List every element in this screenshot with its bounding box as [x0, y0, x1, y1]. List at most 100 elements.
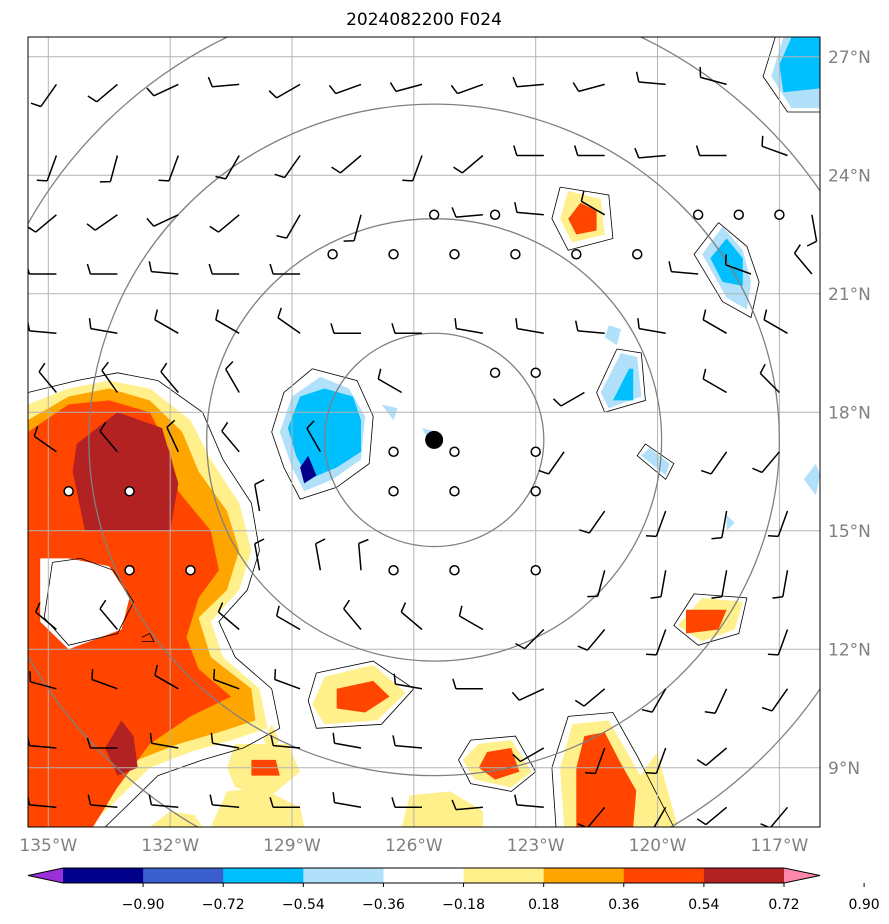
- wind-barb-26: [86, 214, 118, 231]
- wind-barb-56: [38, 362, 57, 393]
- wind-barb-84: [35, 602, 57, 631]
- wind-barb-81: [650, 570, 667, 599]
- wind-barb-50: [454, 318, 484, 335]
- wind-barb-115: [585, 747, 606, 775]
- calm-marker-14: [449, 446, 460, 457]
- wind-barb-18: [402, 155, 423, 182]
- lon-label-4: 123°W: [507, 836, 565, 856]
- wind-barb-15: [215, 155, 240, 180]
- colorbar-label-3: −0.36: [362, 897, 405, 913]
- wind-barb-97: [154, 664, 179, 690]
- wind-barb-29: [276, 214, 301, 239]
- wind-barb-53: [637, 318, 666, 335]
- lat-label-4: 21°N: [828, 285, 871, 305]
- lon-label-0: 135°W: [19, 836, 77, 856]
- wind-barb-85: [99, 599, 118, 630]
- lon-label-3: 126°W: [385, 836, 443, 856]
- wind-barb-10: [635, 71, 666, 86]
- wind-barb-51: [515, 318, 544, 335]
- wind-barb-101: [452, 678, 483, 690]
- lat-label-3: 18°N: [828, 403, 871, 423]
- wind-barb-16: [274, 155, 301, 179]
- fill-region-13: [401, 791, 483, 827]
- wind-barb-59: [225, 360, 240, 393]
- wind-barb-77: [254, 538, 265, 571]
- calm-marker-9: [571, 249, 582, 260]
- wind-barb-8: [512, 76, 544, 88]
- colorbar-label-7: 0.54: [688, 897, 719, 913]
- wind-barb-79: [357, 538, 369, 571]
- colorbar-label-9: 0.90: [849, 897, 880, 913]
- wind-barb-7: [450, 83, 484, 95]
- contour-line-8: [693, 222, 760, 319]
- calm-marker-12: [530, 367, 541, 378]
- wind-barb-47: [277, 307, 301, 334]
- wind-barb-55: [763, 309, 788, 334]
- wind-barb-3: [207, 76, 240, 88]
- fill-region-7: [336, 680, 390, 713]
- latitude-labels: 9°N 12°N 15°N 18°N 21°N 24°N 27°N: [828, 48, 871, 779]
- calm-marker-22: [185, 565, 196, 576]
- calm-marker-11: [489, 367, 501, 378]
- filled-contours: [28, 37, 820, 827]
- wind-barb-124: [391, 797, 422, 809]
- colorbar-segment-5: [463, 868, 545, 883]
- wind-barb-108: [86, 737, 118, 749]
- wind-barb-40: [668, 261, 699, 275]
- wind-barb-95: [29, 671, 57, 690]
- lon-label-2: 129°W: [263, 836, 321, 856]
- wind-barb-41: [724, 254, 752, 275]
- contour-line-2: [307, 660, 415, 729]
- contour-line-11: [636, 443, 675, 481]
- wind-barb-88: [343, 599, 362, 630]
- calm-marker-5: [327, 249, 338, 260]
- wind-barb-1: [87, 83, 118, 103]
- colorbar-extend-high: [784, 868, 820, 883]
- colorbar-segment-8: [703, 868, 785, 883]
- wind-barb-90: [458, 605, 484, 631]
- colorbar-extend-low: [28, 868, 63, 883]
- wind-barb-106: [761, 688, 789, 712]
- contour-line-12: [141, 632, 155, 642]
- colorbar-segment-1: [143, 868, 224, 883]
- wind-barb-34: [806, 214, 818, 247]
- wind-barb-28: [209, 214, 240, 233]
- contour-line-10: [596, 348, 646, 413]
- wind-barb-68: [306, 420, 322, 453]
- wind-barb-21: [573, 145, 605, 157]
- calm-marker-18: [388, 486, 399, 497]
- fill-region-4: [105, 720, 138, 776]
- wind-barb-67: [221, 421, 240, 453]
- fill-region-31: [604, 325, 621, 346]
- wind-barb-13: [99, 155, 119, 183]
- wind-barb-121: [209, 794, 240, 809]
- wind-barb-75: [711, 510, 728, 540]
- wind-barb-12: [36, 155, 58, 182]
- wind-barb-127: [577, 806, 606, 827]
- wind-barb-129: [696, 806, 728, 826]
- wind-barb-123: [332, 792, 362, 809]
- wind-barb-61: [552, 391, 585, 407]
- storm-center-group: [425, 430, 444, 449]
- wind-barb-125: [451, 799, 483, 811]
- longitude-labels: 135°W 132°W 129°W 126°W 123°W 120°W 117°W: [19, 836, 808, 856]
- colorbar-label-0: −0.90: [122, 897, 165, 913]
- fill-region-5: [40, 558, 130, 650]
- contour-line-6: [551, 186, 614, 251]
- wind-barb-44: [88, 318, 118, 335]
- wind-barb-89: [400, 602, 423, 631]
- wind-barb-31: [451, 207, 483, 218]
- wind-barb-58: [160, 362, 179, 393]
- wind-barb-110: [210, 732, 240, 749]
- wind-barb-117: [696, 747, 728, 767]
- calm-marker-20: [530, 486, 541, 497]
- wind-barb-30: [343, 214, 362, 242]
- wind-barb-72: [254, 479, 265, 512]
- calm-marker-21: [124, 565, 135, 576]
- fill-region-18: [633, 752, 678, 827]
- fill-region-36: [803, 463, 820, 496]
- wind-barb-35: [28, 266, 57, 275]
- calm-marker-7: [449, 249, 460, 260]
- wind-barb-6: [389, 82, 423, 93]
- fill-region-29: [612, 368, 634, 401]
